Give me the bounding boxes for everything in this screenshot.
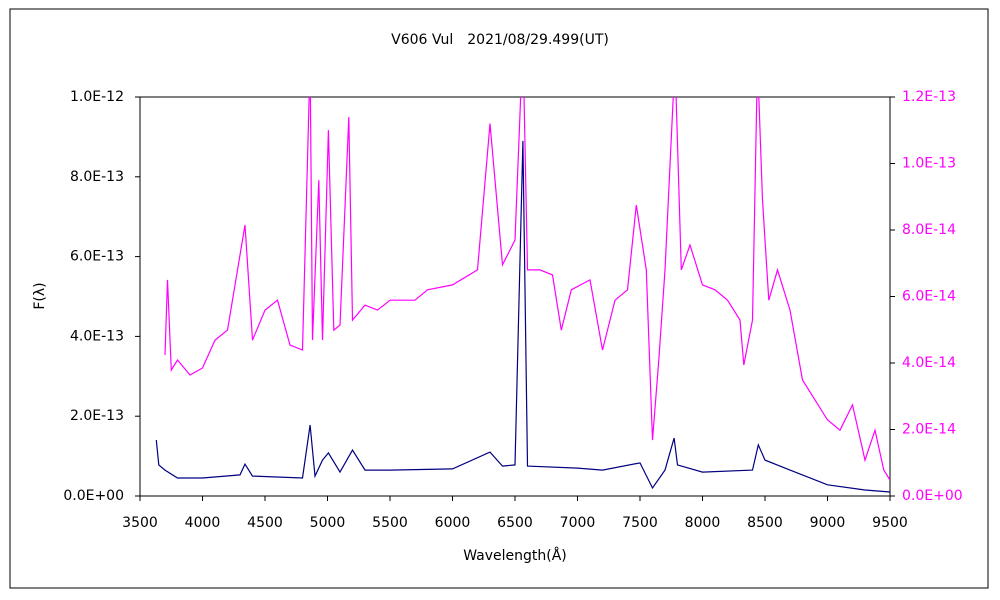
x-tick-label: 4500 — [247, 515, 283, 531]
x-tick-label: 9500 — [872, 515, 908, 531]
x-tick-label: 8000 — [685, 515, 721, 531]
y2-tick-label: 4.0E-14 — [902, 355, 956, 371]
x-tick-label: 9000 — [810, 515, 846, 531]
x-tick-label: 5500 — [372, 515, 408, 531]
x-tick-label: 6000 — [435, 515, 471, 531]
y-tick-label: 6.0E-13 — [70, 249, 124, 265]
x-tick-label: 7500 — [622, 515, 658, 531]
y2-tick-label: 2.0E-14 — [902, 422, 956, 438]
x-tick-label: 5000 — [310, 515, 346, 531]
y-tick-label: 8.0E-13 — [70, 169, 124, 185]
y2-tick-label: 1.2E-13 — [902, 89, 956, 105]
y2-tick-label: 1.0E-13 — [902, 156, 956, 172]
x-tick-label: 6500 — [497, 515, 533, 531]
chart-title: V606 Vul 2021/08/29.499(UT) — [391, 32, 609, 48]
chart-border — [9, 8, 989, 589]
x-tick-label: 7000 — [560, 515, 596, 531]
spectrum-line — [164, 97, 890, 481]
spectrum-line — [155, 140, 890, 493]
y2-tick-label: 8.0E-14 — [902, 222, 956, 238]
y-tick-label: 1.0E-12 — [70, 89, 124, 105]
y2-tick-label: 6.0E-14 — [902, 289, 956, 305]
y-tick-label: 2.0E-13 — [70, 408, 124, 424]
y2-tick-label: 0.0E+00 — [902, 488, 963, 504]
x-axis-label: Wavelength(Å) — [463, 547, 567, 564]
y-tick-label: 0.0E+00 — [63, 488, 124, 504]
plot-lines — [155, 97, 890, 493]
x-tick-label: 3500 — [122, 515, 158, 531]
y-axis-label: F(λ) — [32, 282, 48, 309]
x-tick-label: 8500 — [747, 515, 783, 531]
x-tick-label: 4000 — [185, 515, 221, 531]
y-tick-label: 4.0E-13 — [70, 328, 124, 344]
